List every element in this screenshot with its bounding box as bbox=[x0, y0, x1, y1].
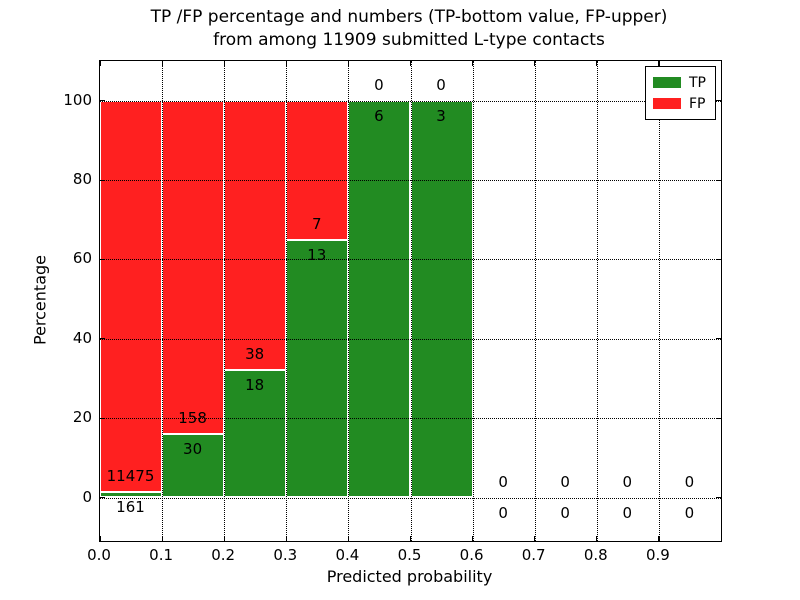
y-tick-mark bbox=[100, 417, 105, 419]
x-tick-mark bbox=[472, 536, 474, 541]
x-tick-mark bbox=[596, 61, 598, 66]
y-tick-mark bbox=[100, 258, 105, 261]
tp-count-label: 18 bbox=[245, 376, 265, 395]
fp-color-swatch bbox=[653, 98, 681, 109]
fp-count-label: 0 bbox=[622, 472, 633, 491]
y-tick-label: 0 bbox=[82, 487, 92, 506]
x-tick-mark bbox=[534, 61, 536, 66]
y-tick-mark bbox=[716, 338, 721, 340]
x-tick-mark bbox=[347, 536, 350, 541]
fp-count-label: 11475 bbox=[106, 466, 155, 485]
y-tick-mark bbox=[100, 179, 105, 181]
y-tick-label: 40 bbox=[72, 328, 92, 347]
legend-item-tp: TP bbox=[646, 75, 715, 91]
tp-count-label: 0 bbox=[684, 503, 695, 522]
x-tick-mark bbox=[99, 61, 101, 66]
x-tick-mark bbox=[161, 61, 163, 66]
fp-count-label: 0 bbox=[374, 75, 384, 94]
x-tick-mark bbox=[285, 61, 287, 66]
x-tick-mark bbox=[658, 536, 660, 541]
x-gridline bbox=[162, 61, 164, 541]
x-gridline bbox=[286, 61, 288, 541]
tp-count-label: 161 bbox=[116, 497, 145, 516]
fp-count-label: 0 bbox=[560, 472, 570, 491]
x-tick-label: 0.9 bbox=[645, 546, 670, 564]
x-axis-label: Predicted probability bbox=[326, 567, 493, 586]
x-tick-label: 0.2 bbox=[211, 546, 236, 564]
y-tick-label: 60 bbox=[72, 249, 92, 268]
bar-segment-tp bbox=[410, 100, 473, 498]
y-tick-label: 100 bbox=[63, 90, 92, 109]
x-tick-mark bbox=[410, 61, 412, 66]
x-tick-mark bbox=[596, 536, 598, 541]
x-tick-mark bbox=[472, 61, 474, 66]
bar-segment-tp bbox=[348, 100, 411, 498]
fp-count-label: 158 bbox=[178, 409, 207, 427]
legend: TP FP bbox=[645, 66, 716, 120]
bar-segment-tp bbox=[286, 239, 349, 498]
y-tick-mark bbox=[100, 497, 105, 499]
x-tick-mark bbox=[223, 536, 225, 541]
x-tick-mark bbox=[99, 536, 101, 541]
x-tick-label: 0.1 bbox=[149, 546, 174, 564]
tp-count-label: 3 bbox=[436, 106, 446, 125]
x-tick-label: 0.5 bbox=[397, 546, 422, 564]
tp-color-swatch bbox=[653, 77, 681, 88]
y-tick-mark bbox=[100, 100, 105, 102]
x-gridline bbox=[596, 61, 598, 541]
bar-segment-tp bbox=[100, 491, 163, 498]
x-tick-mark bbox=[658, 61, 660, 66]
x-tick-label: 0.0 bbox=[87, 546, 111, 564]
y-tick-mark bbox=[716, 179, 721, 181]
x-tick-mark bbox=[410, 536, 412, 541]
fp-count-label: 0 bbox=[436, 75, 446, 94]
x-tick-mark bbox=[534, 536, 536, 541]
tp-count-label: 0 bbox=[498, 503, 508, 522]
bar-segment-fp bbox=[162, 100, 225, 434]
y-tick-mark bbox=[716, 497, 721, 499]
legend-label-tp: TP bbox=[689, 74, 706, 91]
y-tick-label: 80 bbox=[72, 170, 92, 189]
bar-segment-fp bbox=[224, 100, 287, 371]
tp-count-label: 0 bbox=[560, 503, 570, 522]
fp-count-label: 38 bbox=[245, 345, 265, 364]
x-tick-mark bbox=[347, 61, 350, 66]
x-tick-label: 0.4 bbox=[335, 546, 360, 564]
x-tick-mark bbox=[285, 536, 287, 541]
y-tick-mark bbox=[716, 100, 721, 102]
legend-item-fp: FP bbox=[646, 96, 715, 112]
x-tick-label: 0.6 bbox=[459, 546, 484, 564]
x-gridline bbox=[224, 61, 226, 541]
y-tick-mark bbox=[100, 338, 105, 340]
chart-title: TP /FP percentage and numbers (TP-bottom… bbox=[0, 6, 800, 52]
plot-area bbox=[99, 60, 722, 542]
x-gridline bbox=[472, 61, 474, 541]
tp-count-label: 6 bbox=[374, 106, 384, 125]
fp-count-label: 7 bbox=[312, 214, 322, 233]
fp-count-label: 0 bbox=[684, 472, 695, 491]
x-tick-mark bbox=[223, 61, 225, 66]
x-gridline bbox=[658, 61, 660, 541]
y-tick-label: 20 bbox=[72, 408, 92, 427]
bar-segment-tp bbox=[162, 434, 225, 498]
tp-count-label: 0 bbox=[622, 503, 633, 522]
x-tick-label: 0.8 bbox=[583, 546, 608, 564]
tp-count-label: 13 bbox=[307, 245, 327, 264]
tp-count-label: 30 bbox=[183, 440, 203, 458]
chart-title-line1: TP /FP percentage and numbers (TP-bottom… bbox=[150, 7, 668, 27]
x-tick-label: 0.3 bbox=[273, 546, 298, 564]
fp-count-label: 0 bbox=[498, 472, 508, 491]
chart-title-line2: from among 11909 submitted L-type contac… bbox=[213, 30, 605, 50]
x-tick-label: 0.7 bbox=[521, 546, 546, 564]
x-gridline bbox=[348, 61, 350, 541]
x-tick-mark bbox=[161, 536, 163, 541]
bar-segment-fp bbox=[100, 100, 163, 492]
legend-label-fp: FP bbox=[689, 95, 706, 112]
x-gridline bbox=[410, 61, 412, 541]
x-gridline bbox=[534, 61, 536, 541]
y-tick-mark bbox=[716, 417, 721, 419]
y-tick-mark bbox=[716, 258, 721, 261]
